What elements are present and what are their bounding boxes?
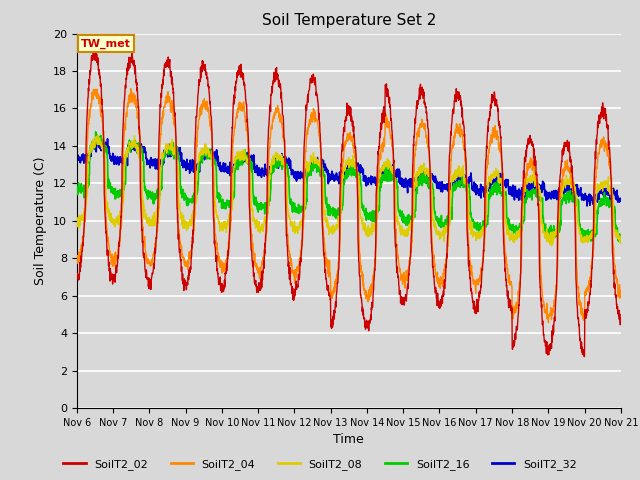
Legend: SoilT2_02, SoilT2_04, SoilT2_08, SoilT2_16, SoilT2_32: SoilT2_02, SoilT2_04, SoilT2_08, SoilT2_… — [59, 455, 581, 474]
X-axis label: Time: Time — [333, 433, 364, 446]
Y-axis label: Soil Temperature (C): Soil Temperature (C) — [35, 156, 47, 285]
Title: Soil Temperature Set 2: Soil Temperature Set 2 — [262, 13, 436, 28]
Text: TW_met: TW_met — [81, 39, 131, 49]
